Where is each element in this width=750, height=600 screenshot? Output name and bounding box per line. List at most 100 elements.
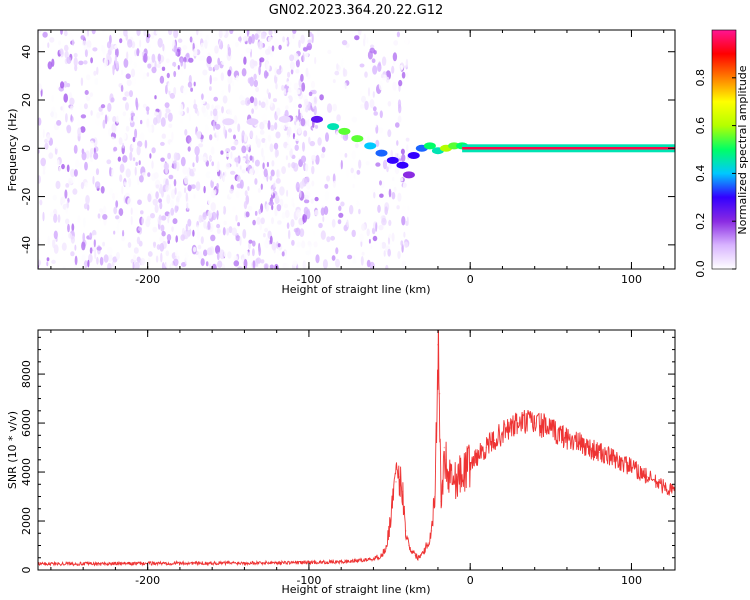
noise-speckle <box>287 71 291 78</box>
noise-speckle <box>327 49 332 55</box>
noise-speckle <box>227 251 232 259</box>
snr-data-point <box>403 505 405 508</box>
noise-speckle <box>235 235 241 242</box>
noise-speckle <box>80 77 84 86</box>
noise-speckle <box>235 190 240 199</box>
noise-speckle <box>273 142 279 150</box>
noise-speckle <box>122 155 128 163</box>
noise-speckle <box>238 36 242 42</box>
noise-speckle <box>81 151 87 161</box>
noise-speckle <box>184 187 187 194</box>
noise-speckle <box>51 94 54 103</box>
snr-data-point <box>630 466 633 468</box>
noise-speckle <box>397 251 401 259</box>
noise-speckle <box>72 188 78 195</box>
noise-speckle <box>198 143 204 148</box>
noise-speckle <box>363 33 366 41</box>
noise-speckle <box>112 116 117 123</box>
noise-speckle <box>396 140 399 146</box>
noise-speckle <box>233 255 238 262</box>
noise-speckle <box>90 110 93 116</box>
noise-speckle <box>38 45 41 53</box>
ridge-point <box>310 115 323 123</box>
noise-speckle <box>174 250 179 257</box>
noise-speckle <box>326 103 333 113</box>
noise-speckle <box>254 159 260 167</box>
noise-speckle <box>122 111 127 117</box>
noise-speckle <box>295 68 300 74</box>
noise-speckle <box>192 48 198 57</box>
noise-speckle <box>251 33 255 44</box>
noise-speckle <box>102 46 106 56</box>
noise-speckle <box>84 182 88 188</box>
noise-speckle <box>103 254 109 263</box>
noise-speckle <box>136 48 140 57</box>
noise-speckle <box>390 99 395 104</box>
noise-speckle <box>239 236 242 246</box>
noise-speckle <box>229 30 234 34</box>
noise-speckle <box>289 54 295 62</box>
noise-speckle <box>388 233 392 239</box>
noise-speckle <box>296 241 302 248</box>
noise-speckle <box>310 80 316 89</box>
noise-speckle <box>383 81 390 92</box>
noise-speckle <box>259 57 265 63</box>
noise-speckle <box>84 161 88 171</box>
noise-speckle <box>38 175 41 184</box>
noise-speckle <box>180 67 184 76</box>
noise-speckle <box>258 246 262 257</box>
noise-speckle <box>285 105 289 110</box>
noise-speckle <box>226 228 230 236</box>
noise-speckle <box>219 249 225 260</box>
snr-data-point <box>501 432 504 434</box>
noise-speckle <box>160 141 165 146</box>
noise-speckle <box>127 265 133 269</box>
noise-speckle <box>183 61 187 70</box>
noise-speckle <box>65 218 70 225</box>
noise-speckle <box>311 132 314 139</box>
noise-speckle <box>167 112 173 122</box>
noise-speckle <box>89 140 95 149</box>
noise-speckle <box>83 103 88 110</box>
noise-speckle <box>396 31 400 38</box>
noise-speckle <box>257 263 260 269</box>
noise-speckle <box>365 161 370 166</box>
noise-speckle <box>192 69 197 77</box>
snr-y-tick-label: 8000 <box>20 360 33 388</box>
noise-speckle <box>252 260 256 269</box>
noise-speckle <box>273 182 276 189</box>
noise-speckle <box>46 134 51 142</box>
noise-speckle <box>369 47 376 54</box>
noise-speckle <box>207 195 211 205</box>
noise-speckle <box>380 73 384 79</box>
noise-speckle <box>77 177 81 188</box>
noise-speckle <box>222 227 226 236</box>
noise-speckle <box>148 44 151 49</box>
noise-speckle <box>127 242 132 248</box>
noise-speckle <box>202 156 207 161</box>
noise-speckle <box>391 75 395 82</box>
noise-speckle <box>56 120 62 126</box>
noise-speckle <box>210 110 213 117</box>
noise-speckle <box>335 258 340 268</box>
noise-speckle <box>381 241 387 249</box>
noise-speckle <box>190 87 194 92</box>
noise-speckle <box>196 30 199 36</box>
noise-speckle <box>216 182 219 190</box>
noise-speckle <box>255 86 259 93</box>
noise-speckle <box>114 54 118 64</box>
spectrogram-y-tick-label: -20 <box>20 188 33 206</box>
noise-speckle <box>366 228 370 237</box>
noise-speckle <box>315 154 320 165</box>
snr-data-point <box>456 476 459 478</box>
noise-speckle <box>94 249 97 260</box>
noise-speckle <box>85 194 90 205</box>
noise-speckle <box>226 211 233 216</box>
noise-speckle <box>77 214 81 223</box>
noise-speckle <box>188 74 192 84</box>
noise-speckle <box>284 209 290 219</box>
noise-speckle <box>193 99 196 105</box>
noise-speckle <box>374 76 381 81</box>
noise-speckle <box>255 257 262 264</box>
noise-speckle <box>232 80 235 87</box>
